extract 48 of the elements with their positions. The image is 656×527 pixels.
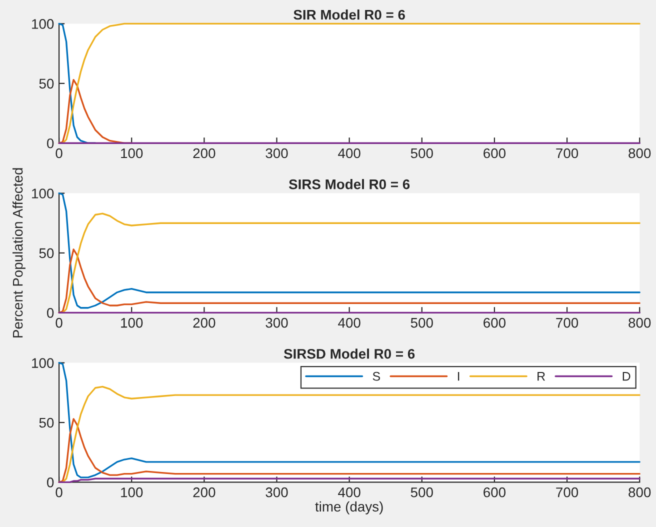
x-tick-label: 100 — [121, 318, 143, 328]
x-tick-label: 200 — [193, 487, 216, 498]
x-tick-label: 500 — [410, 318, 433, 328]
y-tick-label: 100 — [32, 188, 54, 198]
x-tick-label: 500 — [410, 148, 433, 158]
line-series — [58, 22, 640, 144]
y-tick-label: 0 — [47, 138, 54, 148]
chart-title: SIRSD Model R0 = 6 — [284, 348, 415, 359]
y-tick-label: 50 — [39, 78, 54, 89]
x-tick-label: 800 — [628, 148, 651, 158]
x-tick-label: 700 — [556, 487, 578, 498]
x-tick-label: 400 — [338, 148, 360, 158]
line-series — [58, 192, 640, 309]
x-tick-label: 0 — [56, 148, 62, 158]
x-tick-label: 300 — [266, 148, 288, 158]
x-tick-label: 200 — [193, 318, 216, 328]
y-tick-label: 100 — [32, 358, 54, 368]
legend-label: I — [458, 372, 460, 381]
x-tick-label: 400 — [338, 487, 360, 498]
x-tick-label: 100 — [121, 148, 143, 158]
line-series — [58, 362, 640, 478]
x-tick-label: 400 — [338, 318, 360, 328]
x-tick-label: 800 — [628, 318, 651, 328]
x-tick-label: 200 — [193, 148, 216, 158]
x-tick-label: 800 — [628, 487, 651, 498]
x-tick-label: 700 — [556, 318, 578, 328]
legend-label: S — [372, 372, 380, 381]
y-tick-label: 50 — [39, 248, 54, 258]
x-tick-label: 100 — [121, 487, 143, 498]
x-tick-label: 600 — [484, 318, 506, 328]
legend-label: R — [538, 372, 545, 381]
legend-label: D — [622, 372, 630, 381]
x-tick-label: 300 — [266, 318, 288, 328]
y-tick-label: 100 — [32, 19, 54, 29]
x-tick-label: 0 — [56, 318, 62, 328]
x-tick-label: 0 — [56, 487, 62, 498]
x-axis-title: time (days) — [315, 501, 383, 514]
y-tick-label: 0 — [47, 478, 54, 488]
y-tick-label: 0 — [47, 308, 54, 318]
x-tick-label: 300 — [266, 487, 288, 498]
x-tick-label: 600 — [484, 487, 506, 498]
chart-title: SIR Model R0 = 6 — [294, 9, 405, 20]
y-tick-label: 50 — [39, 418, 54, 428]
x-tick-label: 700 — [556, 148, 578, 158]
y-axis-title: Percent Population Affected — [12, 168, 26, 338]
chart-title: SIRS Model R0 = 6 — [288, 179, 410, 190]
x-tick-label: 600 — [484, 148, 506, 158]
x-tick-label: 500 — [410, 487, 433, 498]
